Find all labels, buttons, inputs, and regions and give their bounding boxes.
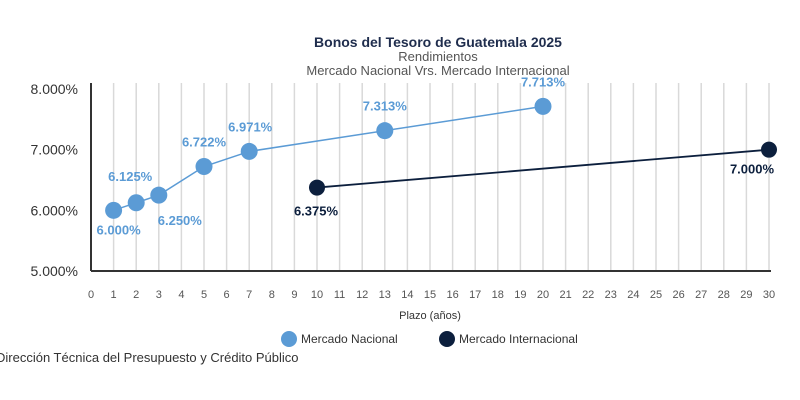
x-tick-label: 7 (246, 289, 252, 301)
data-label: 6.375% (294, 204, 339, 219)
x-tick-label: 12 (356, 289, 368, 301)
x-tick-label: 27 (695, 289, 707, 301)
x-tick-label: 23 (605, 289, 617, 301)
chart-subtitle-2: Mercado Nacional Vrs. Mercado Internacio… (306, 63, 570, 78)
data-label: 7.713% (521, 74, 566, 89)
x-tick-label: 28 (718, 289, 730, 301)
data-point (150, 186, 168, 204)
x-tick-label: 4 (178, 289, 184, 301)
x-tick-label: 25 (650, 289, 662, 301)
data-point (376, 122, 394, 140)
x-tick-label: 22 (582, 289, 594, 301)
x-tick-label: 13 (379, 289, 391, 301)
data-label: 6.125% (108, 169, 153, 184)
x-tick-label: 1 (111, 289, 117, 301)
x-tick-label: 9 (291, 289, 297, 301)
data-label: 6.000% (97, 222, 142, 237)
data-point (240, 142, 258, 160)
data-label: 7.000% (730, 162, 775, 177)
legend-label: Mercado Nacional (301, 332, 398, 346)
x-tick-label: 30 (763, 289, 775, 301)
x-tick-label: 18 (492, 289, 504, 301)
source-note: Dirección Técnica del Presupuesto y Créd… (0, 350, 299, 365)
y-tick-label: 5.000% (31, 263, 78, 279)
data-point (105, 201, 123, 219)
data-point (195, 158, 213, 176)
y-tick-label: 8.000% (31, 81, 78, 97)
x-tick-label: 8 (269, 289, 275, 301)
legend-marker (439, 331, 455, 347)
data-label: 6.722% (182, 135, 227, 150)
y-tick-label: 6.000% (31, 202, 78, 218)
x-tick-label: 24 (627, 289, 639, 301)
data-point (534, 97, 552, 115)
x-tick-label: 16 (446, 289, 458, 301)
x-tick-label: 29 (740, 289, 752, 301)
x-tick-label: 6 (224, 289, 230, 301)
chart-subtitle-1: Rendimientos (398, 49, 478, 64)
x-tick-label: 5 (201, 289, 207, 301)
data-label: 6.971% (228, 119, 273, 134)
series-line-nacional (113, 105, 544, 212)
x-axis-title: Plazo (años) (399, 310, 461, 322)
chart-title: Bonos del Tesoro de Guatemala 2025 (314, 34, 562, 50)
y-tick-label: 7.000% (31, 142, 78, 158)
legend-marker (281, 331, 297, 347)
x-tick-label: 20 (537, 289, 549, 301)
legend-label: Mercado Internacional (459, 332, 578, 346)
x-tick-label: 2 (133, 289, 139, 301)
data-point (127, 194, 145, 212)
x-tick-label: 21 (559, 289, 571, 301)
x-tick-label: 11 (334, 289, 345, 301)
x-tick-label: 10 (311, 289, 323, 301)
data-label: 7.313% (363, 99, 408, 114)
data-point (761, 141, 777, 158)
x-tick-label: 3 (156, 289, 162, 301)
x-tick-label: 26 (672, 289, 684, 301)
series-line-internacional (316, 148, 770, 189)
x-tick-label: 14 (401, 289, 413, 301)
x-tick-label: 0 (88, 289, 94, 301)
data-point (309, 179, 325, 196)
data-label: 6.250% (158, 213, 203, 228)
x-tick-label: 15 (424, 289, 436, 301)
x-tick-label: 17 (469, 289, 481, 301)
x-tick-label: 19 (514, 289, 526, 301)
